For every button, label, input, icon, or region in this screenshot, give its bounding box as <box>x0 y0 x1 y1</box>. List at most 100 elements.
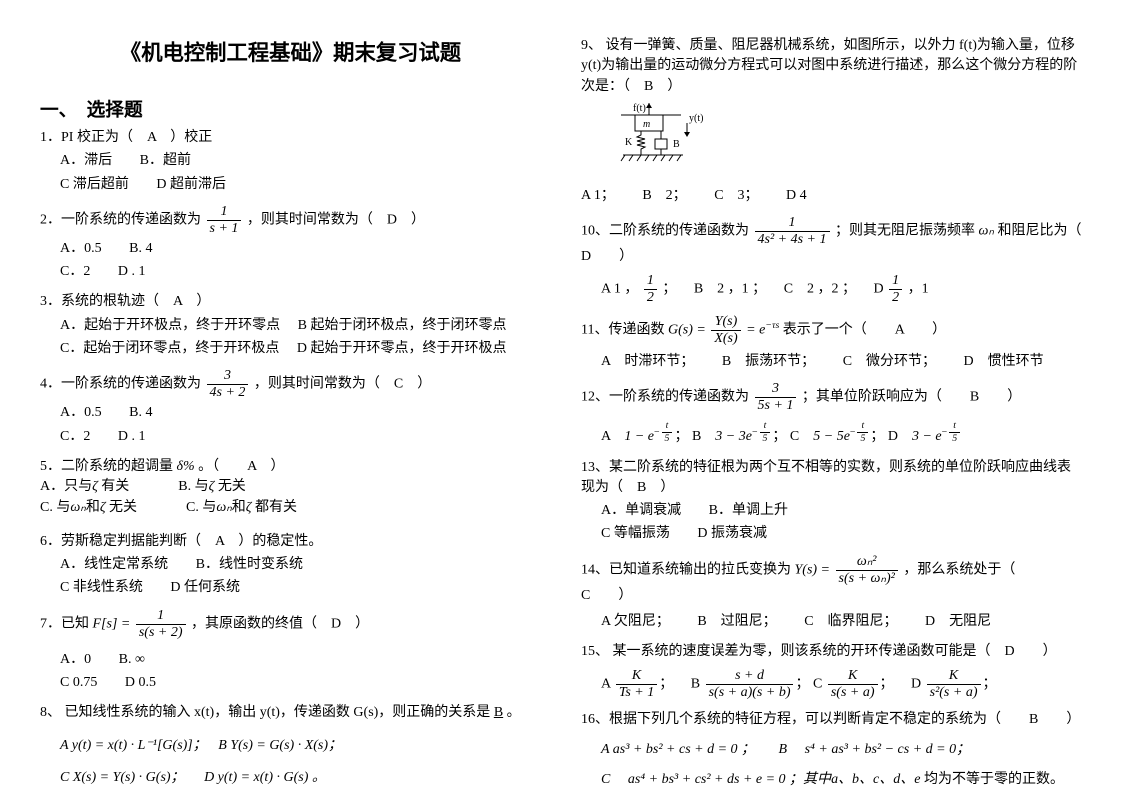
q12-prefix: 12、一阶系统的传递函数为 <box>581 390 749 405</box>
q7-d: D 0.5 <box>125 673 156 693</box>
left-column: 《机电控制工程基础》期末复习试题 一、 选择题 1．PI 校正为（ A ）校正 … <box>40 36 541 773</box>
q6-stem: 6．劳斯稳定判据能判断（ A ）的稳定性。 <box>40 532 541 552</box>
q1-b: B．超前 <box>140 151 191 171</box>
svg-text:y(t): y(t) <box>689 113 703 124</box>
q8: 8、 已知线性系统的输入 x(t)，输出 y(t)，传递函数 G(s)，则正确的… <box>40 703 541 788</box>
q8-a: A y(t) = x(t) · L⁻¹[G(s)]； <box>60 738 207 753</box>
q1-a: A．滞后 <box>60 151 112 171</box>
q14-d: D 无阻尼 <box>925 612 991 632</box>
q2-d: D . 1 <box>118 262 146 282</box>
q7-b: B. ∞ <box>119 650 145 670</box>
q3-stem: 3．系统的根轨迹（ A ） <box>40 292 541 312</box>
q7-suffix: ，其原函数的终值（ D ） <box>191 616 369 631</box>
q4-suffix: ，则其时间常数为（ C ） <box>254 377 431 392</box>
q4-a: A．0.5 <box>60 403 102 423</box>
q9-b: B 2； <box>642 186 686 206</box>
q16-c-pre: C as⁴ + bs³ + cs² + ds + e = 0 ；其中 <box>601 772 831 787</box>
q14-a: A 欠阻尼； <box>601 612 670 632</box>
q13: 13、某二阶系统的特征根为两个互不相等的实数，则系统的单位阶跃响应曲线表现为（ … <box>581 458 1082 545</box>
q16-stem: 16、根据下列几个系统的特征方程，可以判断肯定不稳定的系统为（ B ） <box>581 710 1082 730</box>
q4-fraction: 3 4s + 2 <box>207 369 249 400</box>
q9: 9、 设有一弹簧、质量、阻尼器机械系统，如图所示，以外力 f(t)为输入量，位移… <box>581 36 1082 206</box>
q10-omega: ωₙ <box>979 224 994 239</box>
q1-c: C 滞后超前 <box>60 175 129 195</box>
q5-suffix: 。（ A ） <box>198 459 284 474</box>
q2-a: A．0.5 <box>60 239 102 259</box>
svg-text:B: B <box>673 139 680 150</box>
q2-fraction: 1 s + 1 <box>207 205 242 236</box>
q8-d: D y(t) = x(t) · G(s) 。 <box>204 770 326 785</box>
q2: 2．一阶系统的传递函数为 1 s + 1 ，则其时间常数为（ D ） A．0.5… <box>40 205 541 283</box>
q13-b: B．单调上升 <box>709 501 788 521</box>
q12-suffix: ；其单位阶跃响应为（ B ） <box>802 390 1021 405</box>
q1-stem: 1．PI 校正为（ A ）校正 <box>40 128 541 148</box>
q7-c: C 0.75 <box>60 673 97 693</box>
q6-c: C 非线性系统 <box>60 578 143 598</box>
q10: 10、二阶系统的传递函数为 1 4s² + 4s + 1 ；则其无阻尼振荡频率 … <box>581 216 1082 304</box>
q8-b: B Y(s) = G(s) · X(s)； <box>218 738 342 753</box>
q4-prefix: 4．一阶系统的传递函数为 <box>40 377 201 392</box>
svg-text:m: m <box>643 119 650 130</box>
q7-fraction: 1 s(s + 2) <box>136 609 186 640</box>
mass-spring-damper-icon: f(t) m y(t) K B <box>611 101 741 173</box>
q8-stem-a: 8、 已知线性系统的输入 x(t)，输出 y(t)，传递函数 G(s)，则正确的… <box>40 705 494 720</box>
q2-b: B. 4 <box>129 239 152 259</box>
q8-ans: B <box>494 705 503 720</box>
q13-c: C 等幅振荡 <box>601 524 670 544</box>
q11-prefix: 11、传递函数 <box>581 323 668 338</box>
right-column: 9、 设有一弹簧、质量、阻尼器机械系统，如图所示，以外力 f(t)为输入量，位移… <box>581 36 1082 773</box>
q3: 3．系统的根轨迹（ A ） A．起始于开环极点，终于开环零点 B 起始于闭环极点… <box>40 292 541 359</box>
q9-c: C 3； <box>714 186 758 206</box>
q1: 1．PI 校正为（ A ）校正 A．滞后 B．超前 C 滞后超前 D 超前滞后 <box>40 128 541 195</box>
q8-c: C X(s) = Y(s) · G(s)； <box>60 770 185 785</box>
q11: 11、传递函数 G(s) = Y(s)X(s) = e−τs 表示了一个（ A … <box>581 315 1082 372</box>
q7-prefix: 7．已知 <box>40 616 89 631</box>
q6: 6．劳斯稳定判据能判断（ A ）的稳定性。 A．线性定常系统 B．线性时变系统 … <box>40 532 541 599</box>
q3-c: C．起始于闭环零点，终于开环极点 <box>60 341 279 356</box>
q16: 16、根据下列几个系统的特征方程，可以判断肯定不稳定的系统为（ B ） A as… <box>581 710 1082 791</box>
q11-c: C 微分环节； <box>843 352 936 372</box>
q5-delta: δ% <box>177 459 195 474</box>
q11-a: A 时滞环节； <box>601 352 694 372</box>
q13-stem: 13、某二阶系统的特征根为两个互不相等的实数，则系统的单位阶跃响应曲线表现为（ … <box>581 458 1082 499</box>
q14-c: C 临界阻尼； <box>804 612 897 632</box>
q10-mid: ；则其无阻尼振荡频率 <box>835 224 975 239</box>
q2-prefix: 2．一阶系统的传递函数为 <box>40 213 201 228</box>
q4-d: D . 1 <box>118 427 146 447</box>
q11-suffix: 表示了一个（ A ） <box>783 323 946 338</box>
q4-b: B. 4 <box>129 403 152 423</box>
q13-d: D 振荡衰减 <box>697 524 767 544</box>
q3-d: D 起始于开环零点，终于开环极点 <box>297 341 507 356</box>
q15: 15、 某一系统的速度误差为零，则该系统的开环传递函数可能是（ D ） A KT… <box>581 642 1082 699</box>
q11-d: D 惯性环节 <box>964 352 1044 372</box>
q7-lhs: F[s] = <box>93 616 131 631</box>
q10-prefix: 10、二阶系统的传递函数为 <box>581 224 749 239</box>
doc-title: 《机电控制工程基础》期末复习试题 <box>40 36 541 67</box>
svg-text:f(t): f(t) <box>633 103 646 114</box>
q16-b: B s⁴ + as³ + bs² − cs + d = 0； <box>779 742 971 757</box>
q4: 4．一阶系统的传递函数为 3 4s + 2 ，则其时间常数为（ C ） A．0.… <box>40 369 541 447</box>
q8-stem-b: 。 <box>503 705 521 720</box>
q5: 5．二阶系统的超调量 δ% 。（ A ） A．只与ζ 有关 B. 与ζ 无关 C… <box>40 457 541 518</box>
q3-b: B 起始于闭环极点，终于闭环零点 <box>298 318 507 333</box>
q4-c: C．2 <box>60 427 90 447</box>
q11-b: B 振荡环节； <box>722 352 815 372</box>
q1-d: D 超前滞后 <box>156 175 226 195</box>
q12: 12、一阶系统的传递函数为 35s + 1 ；其单位阶跃响应为（ B ） A 1… <box>581 382 1082 448</box>
q6-b: B．线性时变系统 <box>196 555 303 575</box>
q9-a: A 1； <box>581 186 615 206</box>
q14-prefix: 14、已知道系统输出的拉氏变换为 <box>581 562 795 577</box>
q15-stem: 15、 某一系统的速度误差为零，则该系统的开环传递函数可能是（ D ） <box>581 642 1082 662</box>
svg-text:K: K <box>625 137 633 148</box>
q14-b: B 过阻尼； <box>697 612 776 632</box>
q2-c: C．2 <box>60 262 90 282</box>
q6-d: D 任何系统 <box>170 578 240 598</box>
q14: 14、已知道系统输出的拉氏变换为 Y(s) = ωₙ²s(s + ωₙ)² ，那… <box>581 555 1082 633</box>
q9-diagram: f(t) m y(t) K B <box>611 101 741 180</box>
q9-stem: 9、 设有一弹簧、质量、阻尼器机械系统，如图所示，以外力 f(t)为输入量，位移… <box>581 36 1082 97</box>
q2-suffix: ，则其时间常数为（ D ） <box>247 213 425 228</box>
q13-a: A．单调衰减 <box>601 501 681 521</box>
q3-a: A．起始于开环极点，终于开环零点 <box>60 318 280 333</box>
q1-opts: A．滞后 B．超前 <box>40 151 541 171</box>
section-heading: 一、 选择题 <box>40 95 541 122</box>
